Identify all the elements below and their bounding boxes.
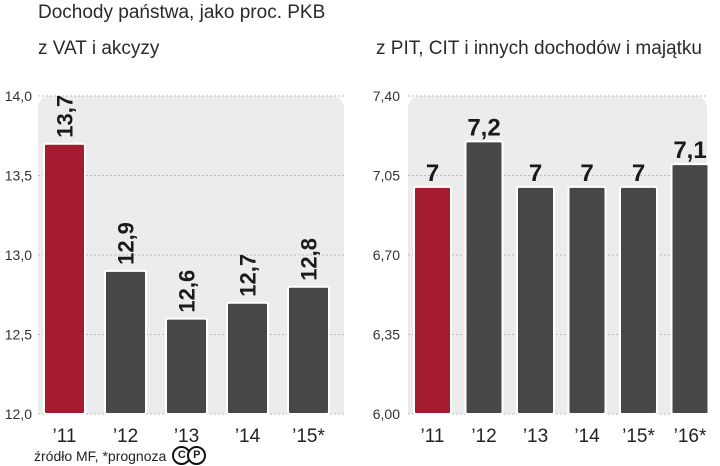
y-tick-label: 7,05 <box>373 168 400 184</box>
bar <box>104 269 147 415</box>
chart-pit: 6,00 6,35 6,70 7,05 7,40 7 ’11 7,2 ’12 7 ’13 7 ’14 7 ’… <box>373 88 710 447</box>
x-tick-label: ’12 <box>113 426 138 447</box>
copyright-logo: C P <box>172 446 207 465</box>
right-chart-subtitle: z PIT, CIT i innych dochodów i majątku <box>376 38 702 59</box>
bar <box>464 140 504 416</box>
data-label: 12,9 <box>114 222 139 265</box>
y-tick-label: 6,00 <box>373 406 400 422</box>
y-tick-label: 13,5 <box>5 168 32 184</box>
chart-vat: 12,0 12,5 13,0 13,5 14,0 13,7 ’11 12,9 ’12 12,6 ’1… <box>5 88 344 447</box>
data-label: 7 <box>632 160 645 187</box>
bar <box>43 142 86 415</box>
data-label: 12,6 <box>175 270 200 313</box>
bar <box>165 317 208 416</box>
x-tick-label: ’11 <box>53 426 77 447</box>
x-tick-label: ’11 <box>421 426 445 447</box>
source-note: źródło MF, *prognoza C P <box>34 446 207 465</box>
y-tick-label: 13,0 <box>5 247 32 263</box>
bar <box>413 185 452 415</box>
x-tick-label: ’15* <box>292 426 325 447</box>
plot-panel-base <box>408 400 707 414</box>
data-label: 7,1 <box>673 137 706 164</box>
x-tick-label: ’14 <box>235 426 261 447</box>
left-chart-subtitle: z VAT i akcyzy <box>38 38 160 59</box>
x-tick-label: ’13 <box>523 426 548 447</box>
y-tick-label: 6,70 <box>373 247 400 263</box>
x-tick-label: ’15* <box>622 426 655 447</box>
data-label: 7 <box>529 160 542 187</box>
y-tick-label: 6,35 <box>373 327 400 343</box>
x-tick-label: ’13 <box>174 426 199 447</box>
data-label: 12,7 <box>236 254 261 297</box>
data-label: 7,2 <box>467 114 500 141</box>
x-tick-label: ’12 <box>471 426 496 447</box>
data-label: 7 <box>426 160 439 187</box>
y-tick-label: 7,40 <box>373 88 400 104</box>
bar <box>226 301 269 416</box>
y-tick-label: 12,5 <box>5 327 32 343</box>
data-label: 12,8 <box>297 238 322 281</box>
bar <box>516 185 555 415</box>
bar <box>567 185 607 415</box>
y-tick-label: 12,0 <box>5 406 32 422</box>
bar <box>670 163 710 415</box>
data-label: 7 <box>580 160 593 187</box>
chart-title: Dochody państwa, jako proc. PKB <box>38 2 326 23</box>
bar <box>619 185 658 415</box>
copyright-p-icon: P <box>187 446 207 465</box>
x-tick-label: ’16* <box>674 426 707 447</box>
data-label: 13,7 <box>53 95 78 138</box>
y-tick-label: 14,0 <box>5 88 32 104</box>
source-text: źródło MF, *prognoza <box>34 447 167 464</box>
x-tick-label: ’14 <box>574 426 600 447</box>
bar <box>287 285 330 415</box>
